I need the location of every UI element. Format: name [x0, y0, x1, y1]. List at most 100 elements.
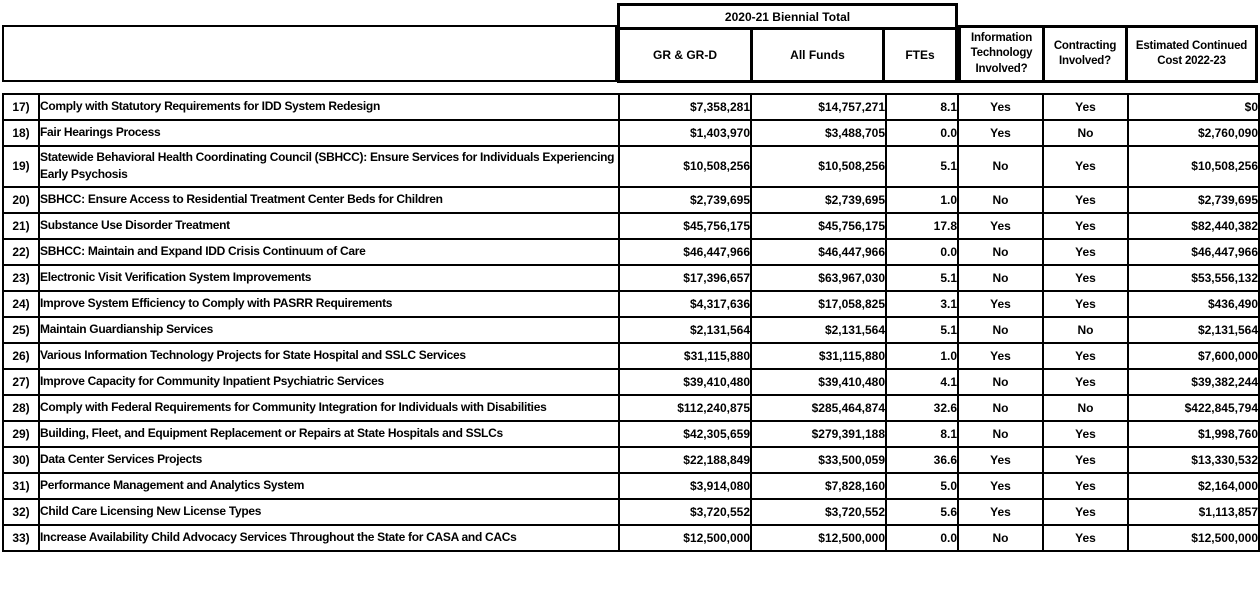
col-header-estimated-cost: Estimated Continued Cost 2022-23 — [1125, 28, 1255, 80]
contracting-involved-cell: Yes — [1042, 445, 1129, 474]
table-row: 30) Data Center Services Projects $22,188,… — [2, 445, 1260, 474]
all-funds-amount-cell: $2,739,695 — [750, 185, 887, 214]
table-row: 33) Increase Availability Child Advocacy … — [2, 523, 1260, 552]
estimated-cost-cell: $46,447,966 — [1127, 237, 1260, 266]
contracting-involved-cell: Yes — [1042, 145, 1129, 188]
contracting-involved-cell: Yes — [1042, 263, 1129, 292]
it-involved-cell: No — [957, 185, 1044, 214]
header-right-group: Information Technology Involved? Contrac… — [958, 25, 1258, 83]
item-description-cell: Electronic Visit Verification System Imp… — [38, 263, 620, 292]
contracting-involved-cell: No — [1042, 119, 1129, 147]
ftes-value-cell: 5.0 — [885, 471, 959, 500]
all-funds-amount-cell: $17,058,825 — [750, 289, 887, 318]
ftes-value-cell: 5.6 — [885, 497, 959, 526]
all-funds-amount-cell: $3,488,705 — [750, 119, 887, 147]
gr-grd-amount-cell: $3,914,080 — [618, 471, 752, 500]
it-involved-cell: No — [957, 263, 1044, 292]
item-number-cell: 29) — [2, 419, 40, 448]
estimated-cost-cell: $1,113,857 — [1127, 497, 1260, 526]
contracting-involved-cell: No — [1042, 315, 1129, 344]
gr-grd-amount-cell: $4,317,636 — [618, 289, 752, 318]
item-description-cell: Statewide Behavioral Health Coordinating… — [38, 145, 620, 188]
estimated-cost-cell: $82,440,382 — [1127, 211, 1260, 240]
contracting-involved-cell: Yes — [1042, 367, 1129, 396]
item-number-cell: 17) — [2, 93, 40, 121]
it-involved-cell: No — [957, 419, 1044, 448]
estimated-cost-cell: $0 — [1127, 93, 1260, 121]
ftes-value-cell: 5.1 — [885, 145, 959, 188]
estimated-cost-cell: $10,508,256 — [1127, 145, 1260, 188]
table-row: 31) Performance Management and Analytics … — [2, 471, 1260, 500]
item-description-cell: Improve Capacity for Community Inpatient… — [38, 367, 620, 396]
table-row: 28) Comply with Federal Requirements for … — [2, 393, 1260, 422]
item-number-cell: 25) — [2, 315, 40, 344]
contracting-involved-cell: Yes — [1042, 93, 1129, 121]
it-involved-cell: Yes — [957, 471, 1044, 500]
table-row: 26) Various Information Technology Projec… — [2, 341, 1260, 370]
ftes-value-cell: 4.1 — [885, 367, 959, 396]
table-row: 27) Improve Capacity for Community Inpati… — [2, 367, 1260, 396]
all-funds-amount-cell: $3,720,552 — [750, 497, 887, 526]
gr-grd-amount-cell: $39,410,480 — [618, 367, 752, 396]
item-number-cell: 21) — [2, 211, 40, 240]
col-header-contracting-involved: Contracting Involved? — [1042, 28, 1125, 80]
it-involved-cell: Yes — [957, 119, 1044, 147]
it-involved-cell: No — [957, 393, 1044, 422]
estimated-cost-cell: $2,131,564 — [1127, 315, 1260, 344]
table-row: 22) SBHCC: Maintain and Expand IDD Crisis… — [2, 237, 1260, 266]
estimated-cost-cell: $39,382,244 — [1127, 367, 1260, 396]
item-number-cell: 32) — [2, 497, 40, 526]
budget-items-table: 17) Comply with Statutory Requirements fo… — [2, 93, 1260, 552]
all-funds-amount-cell: $279,391,188 — [750, 419, 887, 448]
all-funds-amount-cell: $63,967,030 — [750, 263, 887, 292]
all-funds-amount-cell: $45,756,175 — [750, 211, 887, 240]
it-involved-cell: Yes — [957, 289, 1044, 318]
item-number-cell: 30) — [2, 445, 40, 474]
it-involved-cell: Yes — [957, 211, 1044, 240]
item-number-cell: 26) — [2, 341, 40, 370]
all-funds-amount-cell: $14,757,271 — [750, 93, 887, 121]
item-number-cell: 18) — [2, 119, 40, 147]
item-description-cell: Various Information Technology Projects … — [38, 341, 620, 370]
contracting-involved-cell: Yes — [1042, 211, 1129, 240]
estimated-cost-cell: $53,556,132 — [1127, 263, 1260, 292]
item-number-cell: 22) — [2, 237, 40, 266]
contracting-involved-cell: Yes — [1042, 341, 1129, 370]
ftes-value-cell: 32.6 — [885, 393, 959, 422]
item-description-cell: Child Care Licensing New License Types — [38, 497, 620, 526]
all-funds-amount-cell: $46,447,966 — [750, 237, 887, 266]
all-funds-amount-cell: $7,828,160 — [750, 471, 887, 500]
ftes-value-cell: 5.1 — [885, 263, 959, 292]
header-biennial-group: 2020-21 Biennial Total GR & GR-D All Fun… — [617, 3, 958, 83]
all-funds-amount-cell: $10,508,256 — [750, 145, 887, 188]
it-involved-cell: Yes — [957, 341, 1044, 370]
all-funds-amount-cell: $12,500,000 — [750, 523, 887, 552]
contracting-involved-cell: Yes — [1042, 471, 1129, 500]
table-row: 23) Electronic Visit Verification System … — [2, 263, 1260, 292]
contracting-involved-cell: Yes — [1042, 497, 1129, 526]
gr-grd-amount-cell: $42,305,659 — [618, 419, 752, 448]
item-description-cell: SBHCC: Ensure Access to Residential Trea… — [38, 185, 620, 214]
gr-grd-amount-cell: $46,447,966 — [618, 237, 752, 266]
gr-grd-amount-cell: $3,720,552 — [618, 497, 752, 526]
it-involved-cell: No — [957, 523, 1044, 552]
estimated-cost-cell: $422,845,794 — [1127, 393, 1260, 422]
gr-grd-amount-cell: $45,756,175 — [618, 211, 752, 240]
ftes-value-cell: 8.1 — [885, 93, 959, 121]
item-number-cell: 33) — [2, 523, 40, 552]
it-involved-cell: Yes — [957, 445, 1044, 474]
contracting-involved-cell: Yes — [1042, 185, 1129, 214]
table-row: 19) Statewide Behavioral Health Coordinat… — [2, 145, 1260, 188]
item-description-cell: Fair Hearings Process — [38, 119, 620, 147]
gr-grd-amount-cell: $2,739,695 — [618, 185, 752, 214]
all-funds-amount-cell: $33,500,059 — [750, 445, 887, 474]
gr-grd-amount-cell: $12,500,000 — [618, 523, 752, 552]
it-involved-cell: Yes — [957, 93, 1044, 121]
it-involved-cell: Yes — [957, 497, 1044, 526]
ftes-value-cell: 0.0 — [885, 237, 959, 266]
gr-grd-amount-cell: $10,508,256 — [618, 145, 752, 188]
item-number-cell: 20) — [2, 185, 40, 214]
gr-grd-amount-cell: $22,188,849 — [618, 445, 752, 474]
estimated-cost-cell: $1,998,760 — [1127, 419, 1260, 448]
